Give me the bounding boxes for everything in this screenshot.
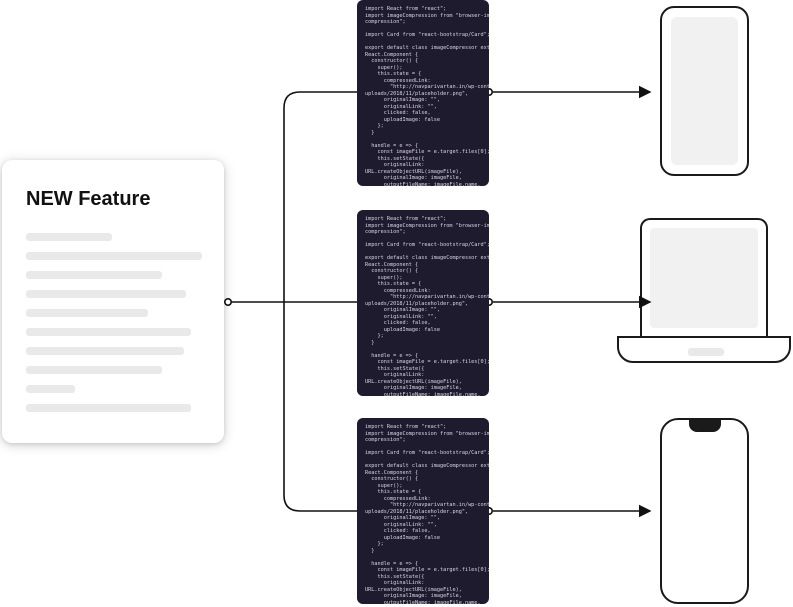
device-phone <box>660 418 749 604</box>
code-block-3: import React from "react"; import imageC… <box>357 418 489 604</box>
feature-card-placeholder-line <box>26 252 202 260</box>
feature-card-placeholder-line <box>26 328 191 336</box>
feature-card-placeholder-line <box>26 385 75 393</box>
device-laptop-base <box>617 336 791 363</box>
feature-card-placeholder-line <box>26 271 162 279</box>
code-block-2: import React from "react"; import imageC… <box>357 210 489 396</box>
feature-card-placeholder-line <box>26 290 186 298</box>
feature-card-placeholder-line <box>26 347 184 355</box>
feature-card-title: NEW Feature <box>26 188 200 211</box>
feature-card-placeholder-line <box>26 309 148 317</box>
device-laptop-trackpad <box>688 348 724 356</box>
device-tablet <box>660 6 749 176</box>
feature-card-placeholder-line <box>26 404 191 412</box>
diagram-canvas: NEW Feature import React from "react"; i… <box>0 0 793 607</box>
device-laptop-screen <box>640 218 768 336</box>
device-laptop-screen-inner <box>650 228 758 328</box>
feature-card-placeholder-line <box>26 366 162 374</box>
code-block-1: import React from "react"; import imageC… <box>357 0 489 186</box>
device-phone-notch <box>689 420 721 432</box>
feature-card-placeholder-lines <box>26 233 200 412</box>
feature-card: NEW Feature <box>2 160 224 443</box>
device-tablet-screen <box>671 17 738 165</box>
feature-card-placeholder-line <box>26 233 112 241</box>
